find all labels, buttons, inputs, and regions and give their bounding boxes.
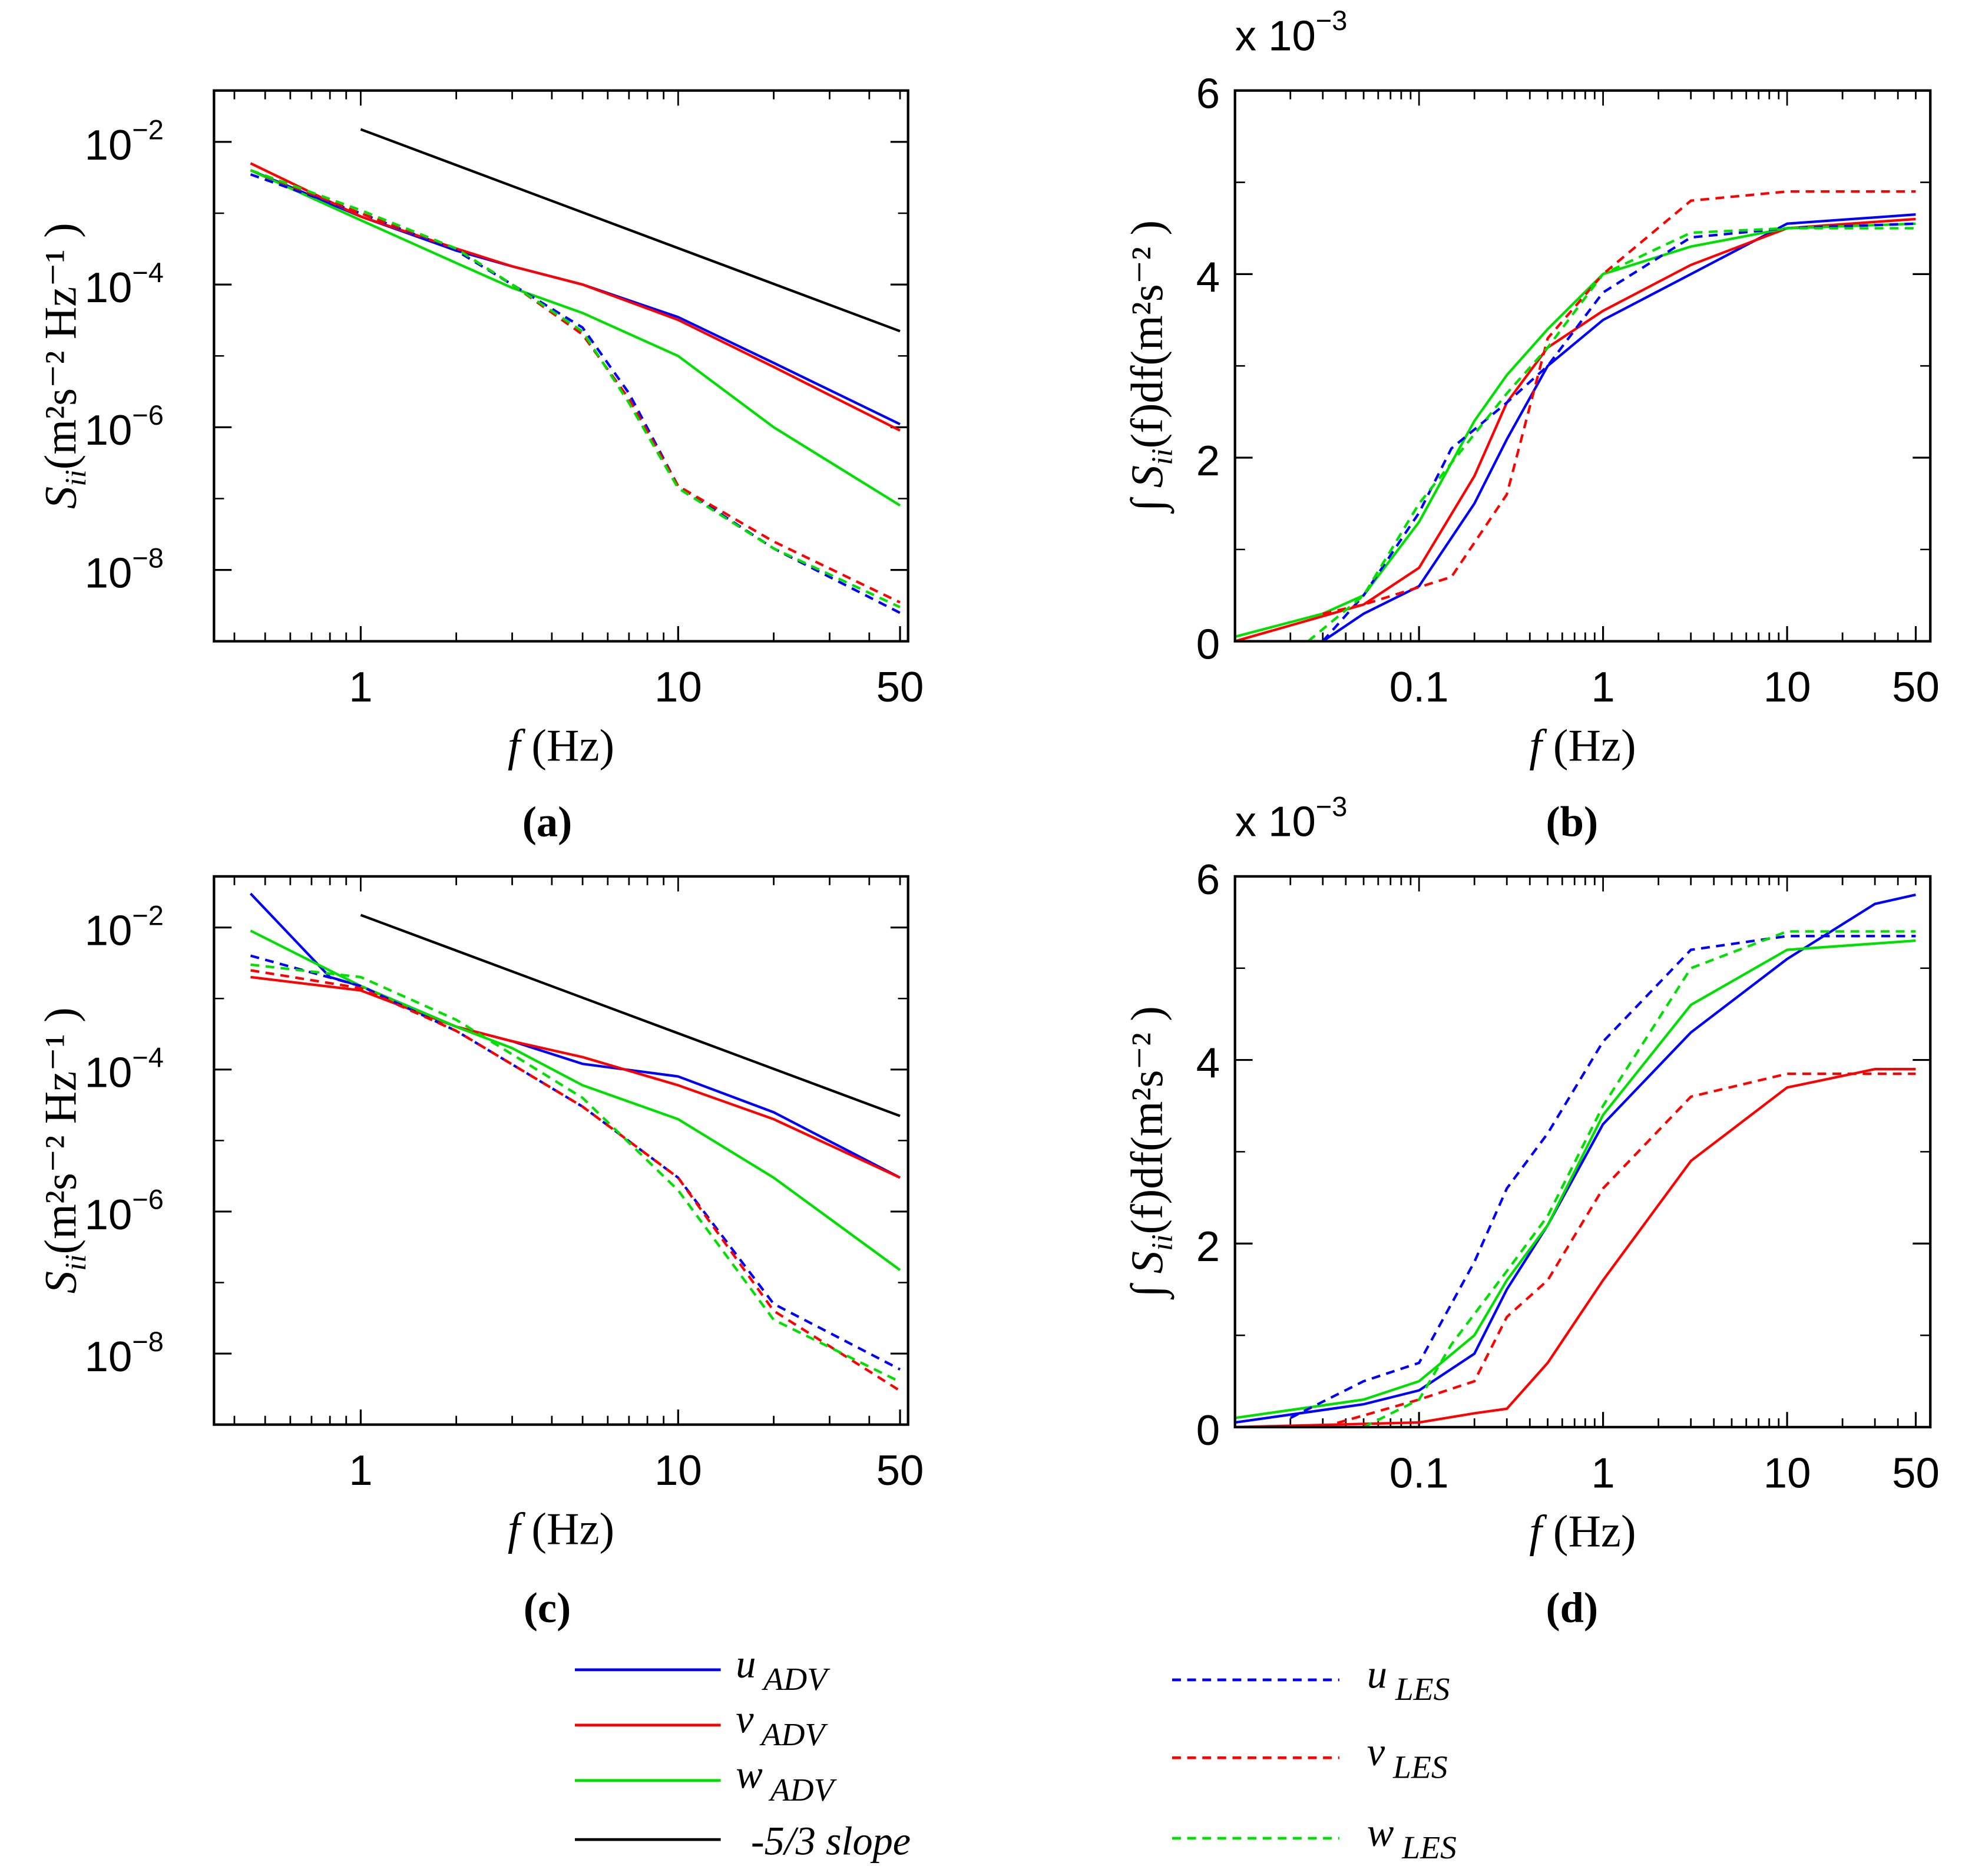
- series-v-les: [1322, 1072, 1916, 1427]
- x-axis-label: f (Hz): [508, 1504, 614, 1554]
- legend-label: -5/3 slope: [751, 1819, 911, 1864]
- y-tick-label: 10−6: [85, 1184, 164, 1239]
- x-tick-label: 10: [1764, 1449, 1811, 1497]
- legend-item-w-les: w LES: [1172, 1810, 1457, 1866]
- plot-frame: [1233, 875, 1932, 1429]
- legend-label: w LES: [1367, 1810, 1457, 1866]
- panel-caption: (d): [1546, 1584, 1598, 1632]
- plot-frame: [1233, 89, 1932, 643]
- y-tick-label: 6: [1196, 856, 1220, 904]
- series-v-les: [1322, 190, 1916, 616]
- slope-line: [360, 914, 901, 1117]
- x-tick-label: 50: [1892, 1449, 1940, 1497]
- y-multiplier-label: x 10−3: [1235, 790, 1348, 845]
- y-tick-label: 10−8: [85, 542, 164, 597]
- y-tick-label: 4: [1196, 253, 1220, 301]
- y-axis-label: ∫ Sii(f)df(m²s⁻² ): [1122, 1006, 1179, 1301]
- legend-label: u ADV: [736, 1642, 831, 1698]
- y-axis-label: ∫ Sii(f)df(m²s⁻² ): [1122, 220, 1179, 515]
- y-tick-label: 10−4: [85, 257, 164, 312]
- legend-label: v ADV: [736, 1697, 828, 1753]
- x-tick-label: 1: [349, 1447, 372, 1494]
- series-w-adv: [1235, 939, 1916, 1420]
- series-v-adv: [1235, 217, 1916, 641]
- legend-item-w-adv: w ADV: [574, 1752, 838, 1808]
- y-tick-label: 10−6: [85, 399, 164, 454]
- y-tick-label: 0: [1196, 1407, 1220, 1454]
- series-u-les: [250, 173, 901, 614]
- y-multiplier-label: x 10−3: [1235, 5, 1348, 59]
- x-tick-label: 50: [1892, 663, 1940, 711]
- x-tick-label: 10: [654, 1447, 702, 1494]
- y-tick-label: 2: [1196, 1223, 1220, 1270]
- y-axis-label: Sii(m²s⁻² Hz⁻¹ ): [36, 223, 93, 509]
- y-axis-label: Sii(m²s⁻² Hz⁻¹ ): [36, 1007, 93, 1293]
- x-tick-label: 50: [876, 1447, 924, 1494]
- x-tick-label: 50: [876, 663, 924, 711]
- legend-item-slope: -5/3 slope: [574, 1819, 911, 1864]
- x-tick-label: 1: [1591, 1449, 1614, 1497]
- legend-label: v LES: [1367, 1729, 1448, 1785]
- x-tick-label: 1: [1591, 663, 1614, 711]
- series-u-les: [250, 954, 901, 1371]
- x-tick-label: 10: [1764, 663, 1811, 711]
- series-u-adv: [1235, 213, 1916, 641]
- series-u-les: [1322, 222, 1916, 641]
- series-v-les: [250, 969, 901, 1392]
- slope-line: [360, 128, 901, 333]
- y-tick-label: 10−2: [85, 114, 164, 169]
- y-tick-label: 4: [1196, 1039, 1220, 1087]
- series-w-adv: [1235, 222, 1916, 638]
- legend-item-u-adv: u ADV: [574, 1642, 831, 1698]
- series-v-adv: [250, 975, 901, 1179]
- y-tick-label: 2: [1196, 437, 1220, 485]
- legend-item-u-les: u LES: [1172, 1652, 1450, 1708]
- y-tick-label: 10−8: [85, 1326, 164, 1381]
- x-tick-label: 0.1: [1389, 1449, 1449, 1497]
- y-tick-label: 10−4: [85, 1042, 164, 1097]
- series-w-les: [1363, 930, 1916, 1427]
- series-w-adv: [250, 929, 901, 1272]
- series-v-adv: [250, 162, 901, 432]
- x-axis-label: f (Hz): [508, 721, 614, 771]
- series-w-les: [250, 963, 901, 1383]
- series-w-adv: [250, 169, 901, 507]
- series-u-les: [1289, 935, 1916, 1420]
- series-w-les: [1307, 227, 1916, 641]
- panel-caption: (a): [522, 798, 573, 846]
- plot-frame: [213, 89, 909, 643]
- panel-b: 0.1 1 10 50 0 2 4 6 x 10−3 f (Hz) ∫ Sii(f)df(m²s⁻²…: [1122, 5, 1940, 845]
- legend-label: u LES: [1367, 1652, 1450, 1708]
- x-axis-label: f (Hz): [1529, 721, 1636, 771]
- y-tick-label: 6: [1196, 70, 1220, 118]
- legend-item-v-les: v LES: [1172, 1729, 1448, 1785]
- panel-caption: (b): [1546, 798, 1598, 846]
- x-axis-label: f (Hz): [1529, 1507, 1636, 1557]
- y-tick-label: 10−2: [85, 899, 164, 954]
- series-w-les: [250, 169, 901, 608]
- panel-a: 1 10 50 10−2 10−4 10−6 10−8 f (Hz) Sii(m²s⁻² Hz⁻…: [36, 89, 924, 846]
- plot-frame: [213, 875, 909, 1426]
- panel-c: 1 10 50 10−2 10−4 10−6 10−8 f (Hz) Sii(m²s⁻² Hz⁻…: [36, 875, 924, 1632]
- x-tick-label: 1: [349, 663, 372, 711]
- panel-caption: (c): [524, 1584, 571, 1632]
- series-v-les: [250, 169, 901, 604]
- legend-item-v-adv: v ADV: [574, 1697, 828, 1753]
- y-tick-label: 0: [1196, 621, 1220, 669]
- series-u-adv: [249, 892, 901, 1179]
- x-tick-label: 0.1: [1389, 663, 1449, 711]
- x-tick-label: 10: [654, 663, 702, 711]
- series-v-adv: [1235, 1068, 1916, 1427]
- legend-label: w ADV: [736, 1752, 837, 1808]
- panel-d: 0.1 1 10 50 0 2 4 6 x 10−3 f (Hz) ∫ Sii(f)df(m²s⁻²…: [1122, 790, 1940, 1631]
